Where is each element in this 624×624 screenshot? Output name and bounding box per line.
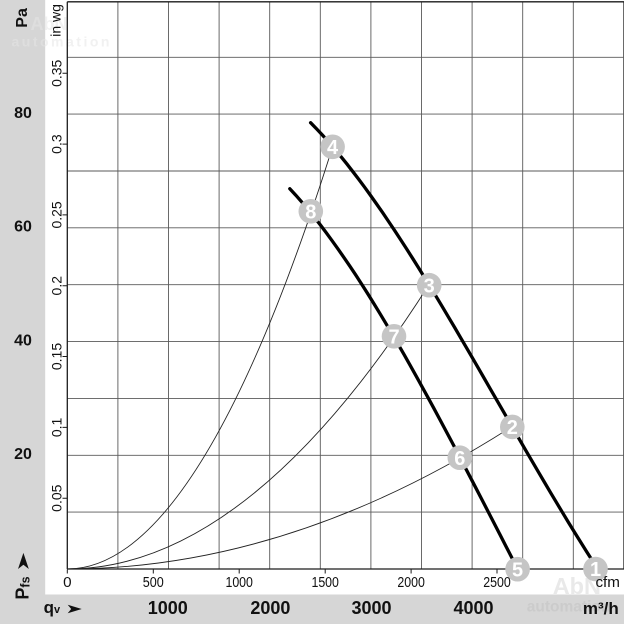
svg-text:0.3: 0.3 xyxy=(48,134,64,154)
svg-text:0.35: 0.35 xyxy=(48,59,64,86)
svg-text:automation: automation xyxy=(12,33,112,49)
svg-text:1500: 1500 xyxy=(311,574,339,591)
svg-text:AbN: AbN xyxy=(31,14,68,34)
svg-text:automation: automation xyxy=(527,599,611,616)
svg-text:automation: automation xyxy=(12,33,112,49)
svg-text:0.25: 0.25 xyxy=(48,201,64,228)
svg-text:AbN: AbN xyxy=(31,14,68,34)
svg-text:8: 8 xyxy=(305,202,316,224)
svg-text:cfm: cfm xyxy=(595,574,619,591)
svg-text:0: 0 xyxy=(63,574,71,591)
svg-text:2500: 2500 xyxy=(483,574,511,591)
svg-text:2000: 2000 xyxy=(397,574,425,591)
svg-text:7: 7 xyxy=(388,327,399,349)
svg-text:1000: 1000 xyxy=(148,598,188,618)
svg-text:40: 40 xyxy=(14,332,32,349)
svg-text:2000: 2000 xyxy=(250,598,290,618)
svg-text:20: 20 xyxy=(14,446,32,463)
svg-text:500: 500 xyxy=(143,574,164,591)
svg-text:0.05: 0.05 xyxy=(48,484,64,511)
svg-text:60: 60 xyxy=(14,218,32,235)
svg-text:1000: 1000 xyxy=(225,574,253,591)
svg-text:4: 4 xyxy=(327,137,339,159)
svg-text:4000: 4000 xyxy=(453,598,493,618)
svg-text:0.2: 0.2 xyxy=(48,276,64,296)
svg-text:2: 2 xyxy=(507,417,518,439)
svg-text:6: 6 xyxy=(454,448,465,470)
svg-text:1: 1 xyxy=(590,559,601,581)
svg-text:in wg: in wg xyxy=(48,4,64,37)
svg-text:3: 3 xyxy=(424,275,435,297)
svg-text:0.1: 0.1 xyxy=(48,417,64,437)
svg-text:m³/h: m³/h xyxy=(583,599,619,618)
svg-text:3000: 3000 xyxy=(351,598,391,618)
svg-text:Pa: Pa xyxy=(14,8,31,28)
svg-text:5: 5 xyxy=(512,559,523,581)
svg-text:0.15: 0.15 xyxy=(48,343,64,370)
svg-text:80: 80 xyxy=(14,105,32,122)
